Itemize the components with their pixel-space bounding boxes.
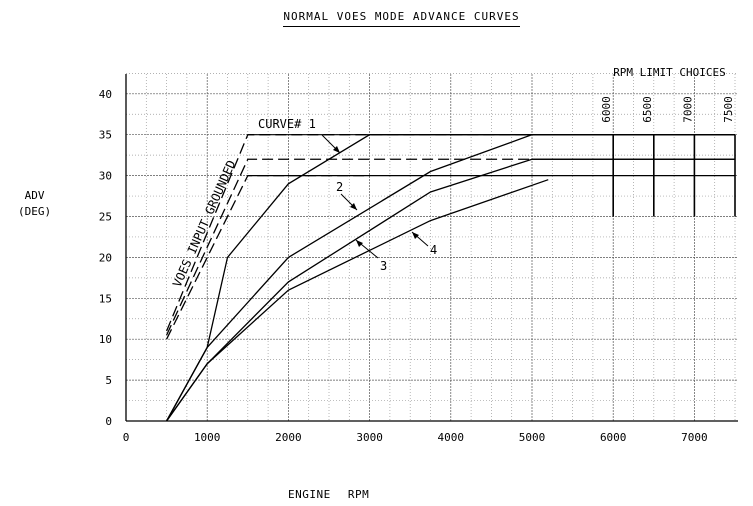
- y-tick-label: 25: [99, 211, 112, 224]
- rpm-limit-choice-label: 7500: [722, 96, 735, 123]
- y-tick-label: 40: [99, 88, 112, 101]
- grid: [125, 72, 738, 422]
- chart-title: NORMAL VOES MODE ADVANCE CURVES: [0, 10, 753, 27]
- advance-curve-2: [166, 134, 735, 422]
- x-tick-label: 0: [123, 431, 130, 444]
- x-tick-label: 6000: [600, 431, 627, 444]
- x-axis-label: ENGINE RPM: [288, 488, 370, 501]
- x-tick-label: 2000: [275, 431, 302, 444]
- curve-1-label: CURVE# 1: [258, 117, 316, 131]
- y-tick-label: 5: [105, 374, 112, 387]
- x-tick-label: 1000: [194, 431, 221, 444]
- x-tick-label: 3000: [356, 431, 383, 444]
- rpm-limit-label: RPM LIMIT CHOICES: [613, 66, 726, 79]
- y-axis-label: ADV (DEG): [18, 188, 51, 220]
- x-tick-label: 4000: [438, 431, 465, 444]
- voes-grounded-curve: [166, 174, 370, 340]
- y-tick-label: 30: [99, 170, 112, 183]
- curve-2-arrowhead: [350, 203, 357, 210]
- rpm-limit-choice-label: 6500: [641, 96, 654, 123]
- advance-curve-4: [166, 179, 549, 422]
- x-tick-label: 5000: [519, 431, 546, 444]
- y-tick-label: 35: [99, 129, 112, 142]
- curve-2-label: 2: [336, 180, 343, 194]
- curve-4-arrowhead: [412, 232, 419, 239]
- y-tick-label: 15: [99, 292, 112, 305]
- curve-3-label: 3: [380, 259, 387, 273]
- curve-1-arrowhead: [333, 146, 340, 153]
- y-tick-label: 20: [99, 251, 112, 264]
- y-axis-label-line-2: (DEG): [18, 205, 52, 218]
- voes-grounded-curve: [166, 158, 532, 336]
- voes-grounded-curve: [165, 134, 532, 332]
- curve-3-arrowhead: [356, 240, 363, 247]
- y-tick-label: 10: [99, 333, 112, 346]
- curve-4-label: 4: [430, 243, 437, 257]
- x-tick-label: 7000: [681, 431, 708, 444]
- rpm-limit-choice-label: 7000: [681, 96, 694, 123]
- y-axis-label-line-1: ADV: [24, 189, 45, 202]
- voes-input-grounded-label: VOES INPUT GROUNDED: [170, 158, 239, 289]
- y-tick-label: 0: [105, 415, 112, 428]
- rpm-limit-choice-label: 6000: [600, 96, 613, 123]
